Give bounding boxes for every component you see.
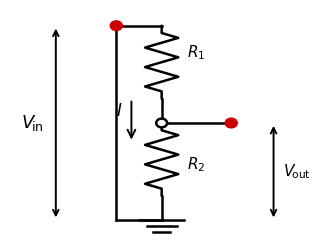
Text: $R_1$: $R_1$: [187, 43, 206, 62]
Text: $R_2$: $R_2$: [187, 155, 206, 174]
Circle shape: [110, 21, 122, 31]
Circle shape: [156, 119, 167, 127]
Text: $V_{\!\mathrm{in}}$: $V_{\!\mathrm{in}}$: [21, 113, 44, 133]
Text: $V_{\!\mathrm{out}}$: $V_{\!\mathrm{out}}$: [283, 162, 311, 181]
Text: $I$: $I$: [116, 102, 122, 120]
Circle shape: [225, 118, 237, 128]
